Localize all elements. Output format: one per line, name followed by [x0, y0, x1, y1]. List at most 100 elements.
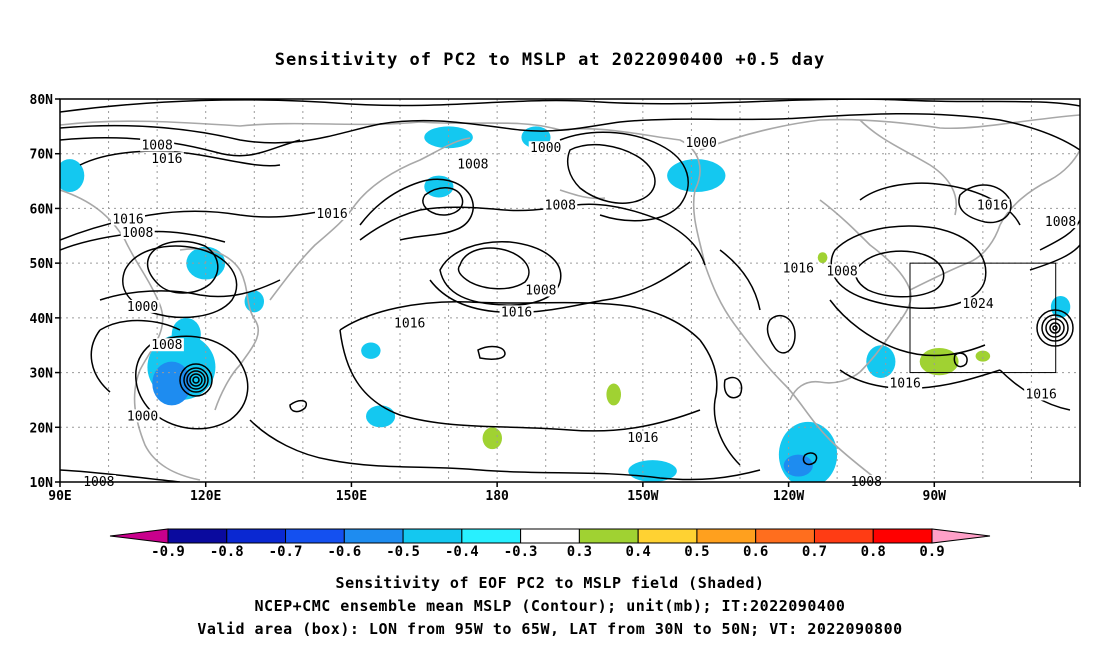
contour-label: 1008 — [141, 139, 172, 154]
contour-label-bg — [543, 198, 578, 212]
lon-tick-label: 180 — [485, 489, 509, 504]
contour-label: 1016 — [501, 305, 532, 320]
colorbar-segment — [637, 528, 698, 544]
contour-label: 1008 — [1045, 215, 1076, 230]
colorbar-segment — [226, 528, 287, 544]
colorbar-label: -0.7 — [269, 544, 303, 560]
contour-label-bg — [455, 157, 490, 171]
sensitivity-patch — [366, 405, 396, 428]
caption-valid-area: Valid area (box): LON from 95W to 65W, L… — [197, 620, 903, 638]
contour-label: 1016 — [112, 212, 143, 227]
contour-label: 1016 — [151, 152, 182, 167]
contour-label: 1008 — [151, 338, 182, 353]
contour-label-bg — [528, 141, 563, 155]
contour-label: 1000 — [127, 300, 158, 315]
colorbar-segment — [696, 528, 757, 544]
sensitivity-patch — [1090, 444, 1100, 466]
lon-tick-label: 90W — [923, 489, 947, 504]
lon-tick-label: 120W — [773, 489, 804, 504]
contour-label-bg — [499, 305, 534, 319]
colorbar-segment — [167, 528, 228, 544]
mslp-contours — [60, 99, 1080, 482]
contour-label-bg — [392, 316, 427, 330]
contour-label: 1000 — [685, 136, 716, 151]
colorbar-label: -0.3 — [504, 544, 538, 560]
contour-label: 1016 — [627, 431, 658, 446]
contour-label: 1016 — [1025, 387, 1056, 402]
colorbar-segment — [285, 528, 345, 544]
lon-tick-label: 150E — [336, 489, 367, 504]
sensitivity-patch — [482, 427, 502, 450]
contour-label: 1016 — [394, 316, 425, 331]
colorbar-label: -0.8 — [210, 544, 244, 560]
contour-label-bg — [825, 264, 859, 278]
contour-label: 1008 — [826, 264, 857, 279]
contour-label-bg — [961, 297, 995, 311]
contour-label: 1016 — [783, 262, 814, 277]
contour-label-bg — [149, 152, 184, 166]
contour-label: 1008 — [525, 284, 556, 299]
colorbar-label: -0.6 — [327, 544, 361, 560]
colorbar-label: 0.6 — [743, 544, 768, 560]
contour-label-bg — [120, 226, 155, 240]
colorbar-high-arrow — [931, 528, 991, 544]
colorbar-label: 0.7 — [802, 544, 827, 560]
sensitivity-patch — [424, 175, 454, 198]
colorbar-segment — [402, 528, 463, 544]
sensitivity-patch — [361, 342, 381, 359]
contour-label: 1016 — [316, 207, 347, 222]
colorbar-label: 0.9 — [919, 544, 944, 560]
lat-tick-label: 60N — [30, 202, 54, 217]
contour-label-bg — [149, 338, 184, 352]
lat-tick-label: 50N — [30, 257, 54, 272]
contour-label-bg — [125, 299, 160, 313]
plot-frame — [59, 98, 1081, 483]
contour-label-bg — [125, 409, 160, 423]
colorbar-label: -0.5 — [386, 544, 420, 560]
contour-label: 1000 — [530, 141, 561, 156]
contour-label-bg — [888, 376, 923, 390]
lat-tick-label: 10N — [30, 476, 54, 491]
colorbar-segment — [813, 528, 874, 544]
contour-label-bg — [684, 135, 719, 149]
contour-label: 1016 — [977, 199, 1008, 214]
colorbar: -0.9 -0.8 -0.7 -0.6 -0.5 -0.4 -0.3 0.3 0.4 0.5 0.6… — [109, 528, 991, 560]
contour-labels: 1008101610161008100010081000101610081000… — [81, 135, 1078, 490]
colorbar-low-arrow — [109, 528, 169, 544]
contour-label-bg — [140, 138, 175, 152]
contour-label-bg — [523, 283, 558, 297]
lat-tick-label: 20N — [30, 421, 54, 436]
sensitivity-patch — [667, 159, 726, 193]
lon-tick-label: 90E — [48, 489, 71, 504]
lat-tick-label: 30N — [30, 367, 54, 382]
contour-label-bg — [1043, 215, 1078, 229]
contour-label-bg — [781, 261, 816, 275]
lat-lon-grid — [60, 99, 1080, 482]
colorbar-label: 0.8 — [861, 544, 886, 560]
colorbar-label: 0.3 — [567, 544, 592, 560]
sensitivity-patch — [60, 159, 85, 193]
colorbar-segment — [578, 528, 639, 544]
sensitivity-patch — [424, 126, 473, 149]
contour-label-bg — [111, 212, 145, 226]
lat-tick-label: 40N — [30, 312, 54, 327]
colorbar-label: -0.9 — [151, 544, 185, 560]
colorbar-segment — [343, 528, 404, 544]
sensitivity-patch — [778, 421, 838, 482]
lon-tick-label: 150W — [627, 489, 658, 504]
contour-label: 1016 — [889, 377, 920, 392]
sensitivity-patch — [606, 383, 621, 406]
caption-contour: NCEP+CMC ensemble mean MSLP (Contour); u… — [254, 597, 846, 615]
sensitivity-patch — [975, 350, 991, 362]
contour-label: 1008 — [545, 199, 576, 214]
lon-tick-label: 120E — [190, 489, 221, 504]
sensitivity-patch — [866, 345, 896, 379]
caption-shaded: Sensitivity of EOF PC2 to MSLP field (Sh… — [335, 574, 765, 592]
valid-area-box — [909, 262, 1057, 374]
contour-label-bg — [625, 431, 660, 445]
contour-label: 1000 — [127, 409, 158, 424]
contour-label-bg — [315, 206, 349, 220]
sensitivity-patch — [919, 347, 959, 376]
colorbar-segment — [872, 528, 933, 544]
